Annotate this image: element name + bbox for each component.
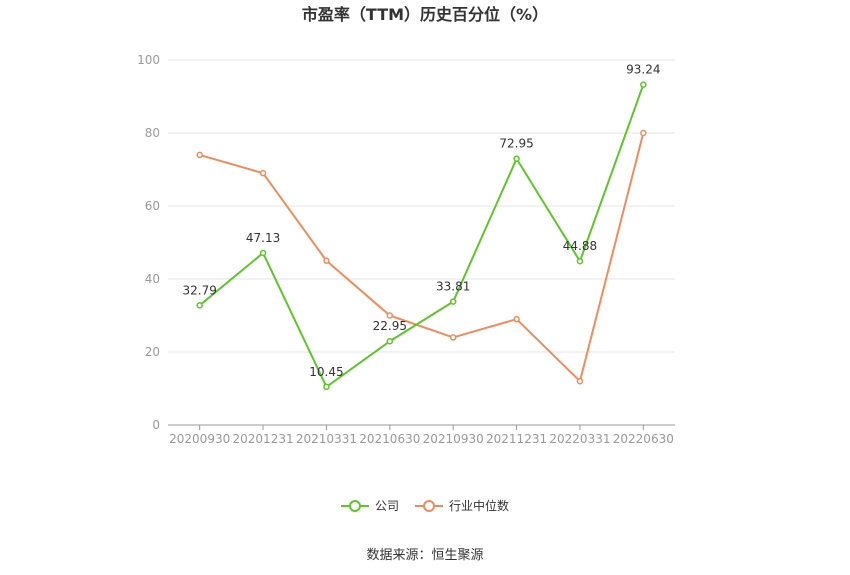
legend-item[interactable]: 公司	[341, 499, 399, 513]
data-label: 44.88	[563, 239, 597, 253]
x-tick-label: 20210331	[296, 432, 357, 446]
legend-item[interactable]: 行业中位数	[415, 498, 509, 513]
data-point[interactable]	[323, 257, 330, 264]
series-lines	[196, 81, 647, 391]
chart-title: 市盈率（TTM）历史百分位（%）	[302, 5, 548, 24]
x-tick-label: 20211231	[486, 432, 547, 446]
x-tick-label: 20220331	[549, 432, 610, 446]
y-axis: 0 20 40 60 80 100	[137, 53, 160, 432]
legend[interactable]: 公司 行业中位数	[341, 498, 509, 513]
data-point[interactable]	[449, 298, 457, 305]
data-point[interactable]	[576, 257, 584, 265]
y-tick-label: 40	[145, 272, 160, 286]
legend-marker	[349, 500, 361, 512]
y-tick-label: 20	[145, 345, 160, 359]
data-point[interactable]	[386, 312, 394, 319]
series-line	[199, 132, 645, 383]
x-axis: 20200930 20201231 20210331 20210630 20210930…	[168, 424, 675, 446]
data-point[interactable]	[196, 302, 203, 309]
legend-marker	[423, 500, 435, 512]
data-label: 22.95	[373, 319, 407, 333]
y-tick-label: 0	[152, 418, 160, 432]
data-label: 93.24	[626, 63, 660, 77]
data-label: 10.45	[309, 365, 343, 379]
x-tick-label: 20201231	[233, 432, 294, 446]
data-label: 72.95	[499, 137, 533, 151]
data-point[interactable]	[196, 151, 203, 159]
x-tick-label: 20210630	[359, 432, 420, 446]
legend-label: 行业中位数	[449, 498, 509, 513]
data-labels: 32.79 47.13 10.45 22.95 33.81 72.95 44.88 93.24	[183, 63, 661, 379]
data-point[interactable]	[259, 249, 267, 257]
y-tick-label: 100	[137, 53, 160, 67]
y-tick-label: 60	[145, 199, 160, 213]
series-line	[199, 84, 645, 388]
data-point[interactable]	[259, 169, 267, 177]
data-point[interactable]	[449, 334, 457, 341]
x-tick-label: 20220630	[613, 432, 674, 446]
data-label: 32.79	[183, 283, 217, 297]
grid	[168, 59, 675, 353]
data-point[interactable]	[323, 383, 330, 391]
x-tick-label: 20200930	[169, 432, 230, 446]
data-point[interactable]	[640, 81, 647, 88]
data-point[interactable]	[513, 155, 520, 162]
data-point[interactable]	[513, 315, 520, 323]
data-point[interactable]	[640, 129, 647, 137]
data-point[interactable]	[386, 337, 394, 345]
data-point[interactable]	[576, 377, 584, 385]
source-note: 数据来源：恒生聚源	[366, 548, 483, 563]
data-label: 33.81	[436, 280, 470, 294]
legend-label: 公司	[375, 499, 399, 513]
y-tick-label: 80	[145, 126, 160, 140]
data-label: 47.13	[246, 231, 280, 245]
x-tick-label: 20210930	[423, 432, 484, 446]
